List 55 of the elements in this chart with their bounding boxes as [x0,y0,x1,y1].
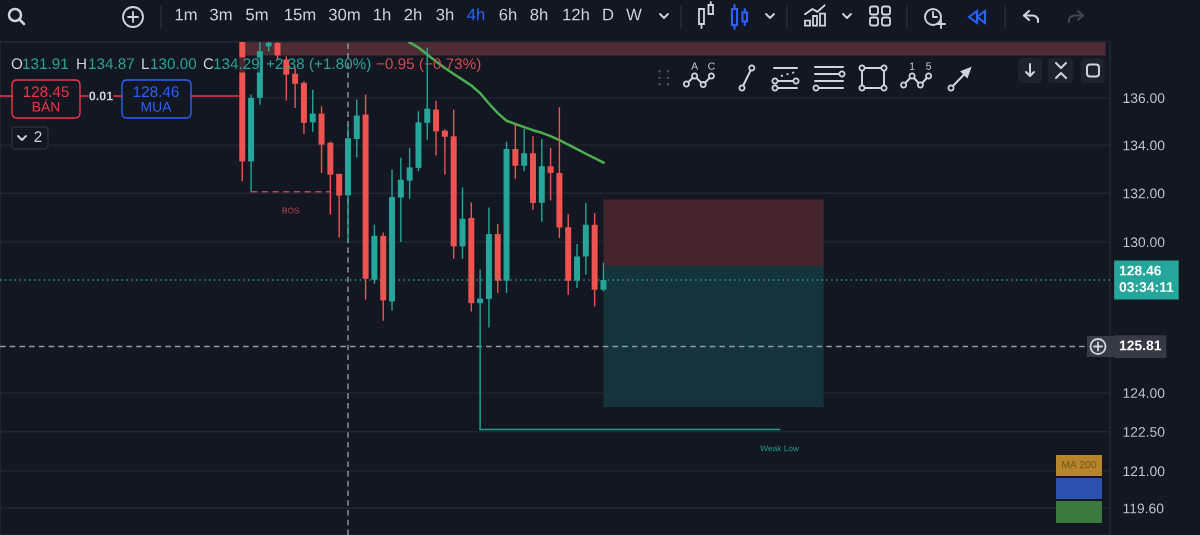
text: 4h [467,8,485,21]
annotation: 128.45 [23,86,69,98]
y-tick-label: 132.00 [1123,188,1165,199]
annotation: 2 [34,131,42,142]
candlestick [521,128,528,172]
y-tick-label: 136.00 [1123,93,1165,104]
candlestick [406,147,413,200]
text: 12h [563,8,589,21]
text: 30m [328,8,360,21]
annotation: 131.91 [23,58,68,70]
annotation: 0.01 [89,91,113,101]
annotation: MA 200 [1062,460,1097,469]
text: 6h [499,8,517,21]
annotation: 130.00 [151,58,197,70]
text: 15m [285,8,316,21]
candlestick [309,88,316,133]
candlestick [512,123,519,180]
text: 3m [210,8,232,21]
series-label: BOS [282,207,300,214]
y-tick-label: 122.50 [1123,427,1165,437]
annotation: 128.46 [133,86,179,98]
text: 8h [530,8,548,21]
y-tick-label: 130.00 [1123,237,1165,248]
text: 1m [175,8,197,21]
annotation: BÁN [32,99,60,112]
annotation: L [142,58,149,69]
annotation: MUA [141,102,172,112]
text: 3h [436,8,454,21]
annotation: H [77,58,86,69]
y-tick-label: 119.60 [1123,503,1164,514]
candlestick [441,128,448,176]
text: 1h [374,8,391,21]
candlestick [336,172,343,239]
annotation: O [11,58,23,70]
y-tick-label: 124.00 [1123,388,1165,398]
candlestick [433,99,440,157]
text: 2h [404,8,422,21]
candlestick [547,147,554,202]
annotation: A [691,62,699,70]
annotation: C [708,62,715,70]
candlestick [397,157,404,243]
annotation: 1 [910,62,915,70]
y-tick-label: 134.00 [1123,140,1165,151]
annotation: 5 [926,62,932,70]
series-label: Weak Low [760,445,800,452]
ref-line-label: 128.46 03:34:11 [1119,265,1174,292]
candlestick [353,98,360,159]
ref-line-label: 125.81 [1119,340,1162,351]
text: W [626,8,642,21]
text: D [603,8,614,21]
annotation: 134.29 [214,58,259,70]
annotation: C [203,58,214,70]
y-tick-label: 121.00 [1123,466,1165,477]
annotation: 134.87 [89,58,134,70]
text: 5m [246,8,268,21]
